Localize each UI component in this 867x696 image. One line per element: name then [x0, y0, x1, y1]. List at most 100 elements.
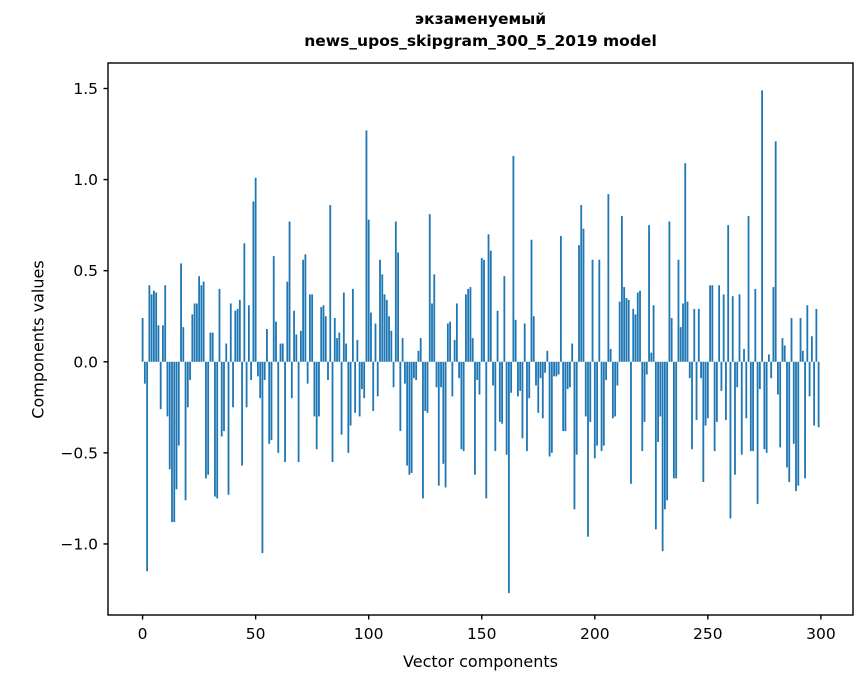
bar — [157, 325, 160, 362]
bar — [232, 361, 234, 408]
bar — [200, 285, 203, 362]
bar — [394, 221, 397, 362]
bar — [677, 259, 680, 362]
bar — [607, 194, 610, 362]
bar — [616, 361, 619, 386]
bar — [372, 361, 375, 411]
bar — [657, 361, 660, 442]
bar — [485, 361, 488, 499]
y-tick-label: −0.5 — [60, 444, 98, 462]
bar — [512, 155, 515, 362]
bar — [555, 361, 558, 377]
bar — [788, 361, 791, 483]
bar — [517, 361, 519, 397]
bar — [605, 361, 607, 380]
bar — [571, 343, 574, 362]
bar — [709, 285, 712, 362]
bar — [408, 361, 411, 475]
bar — [663, 361, 666, 510]
bar — [492, 361, 494, 386]
bar — [627, 299, 630, 362]
bar — [790, 318, 793, 362]
bar — [286, 281, 289, 362]
bar — [666, 361, 669, 501]
bar — [564, 361, 567, 431]
bar — [236, 308, 239, 362]
bar — [521, 361, 524, 439]
bar — [503, 276, 506, 362]
bar — [331, 361, 334, 462]
bar — [467, 288, 470, 362]
bar — [569, 361, 571, 388]
bar — [645, 361, 648, 375]
bar — [455, 303, 458, 362]
bar — [480, 257, 483, 362]
bar — [758, 361, 761, 390]
bar — [654, 361, 657, 530]
bar — [587, 361, 589, 537]
bar — [143, 361, 146, 384]
bar — [686, 301, 689, 362]
bar — [266, 328, 268, 362]
bar — [465, 294, 467, 362]
bar — [263, 361, 266, 380]
bar — [433, 274, 436, 362]
bar — [523, 323, 526, 362]
bar — [693, 308, 696, 362]
bar — [636, 292, 639, 362]
bar — [419, 338, 422, 362]
bar — [198, 276, 201, 362]
bar — [162, 325, 164, 362]
bar — [275, 321, 277, 362]
bar — [259, 361, 262, 399]
bar — [498, 361, 501, 422]
bar — [295, 334, 298, 362]
bar — [553, 361, 555, 377]
x-tick-label: 250 — [693, 625, 723, 643]
bar — [351, 288, 354, 362]
bar — [272, 256, 275, 362]
bar — [668, 221, 671, 362]
bar — [401, 338, 404, 362]
bar — [652, 305, 655, 362]
bar — [573, 361, 576, 510]
bar — [345, 343, 347, 362]
bar — [406, 361, 409, 466]
bar — [318, 361, 320, 417]
bar — [469, 287, 472, 362]
bar — [483, 259, 485, 362]
bar — [578, 245, 580, 362]
bar — [808, 361, 811, 397]
bar — [449, 321, 451, 362]
bar — [507, 361, 510, 594]
bar — [722, 294, 725, 362]
bar — [435, 361, 438, 388]
bar — [596, 361, 598, 446]
bar — [736, 361, 739, 388]
bar — [361, 361, 363, 390]
bar — [589, 361, 592, 422]
bar — [761, 90, 764, 362]
bar — [539, 361, 542, 379]
bar — [767, 354, 770, 362]
bar — [363, 361, 366, 399]
bar — [763, 361, 766, 450]
bar — [756, 361, 759, 504]
bar — [288, 221, 291, 362]
bar — [281, 343, 284, 362]
bar — [804, 361, 806, 479]
bar — [365, 130, 368, 362]
bar — [220, 361, 223, 437]
bar — [641, 361, 644, 452]
bar — [765, 361, 768, 453]
bar — [313, 361, 316, 417]
bar — [720, 361, 723, 391]
bar — [146, 361, 149, 572]
bar — [772, 287, 775, 362]
bar — [444, 361, 447, 488]
bar — [175, 361, 178, 490]
bar — [202, 281, 205, 362]
bar — [241, 361, 243, 466]
